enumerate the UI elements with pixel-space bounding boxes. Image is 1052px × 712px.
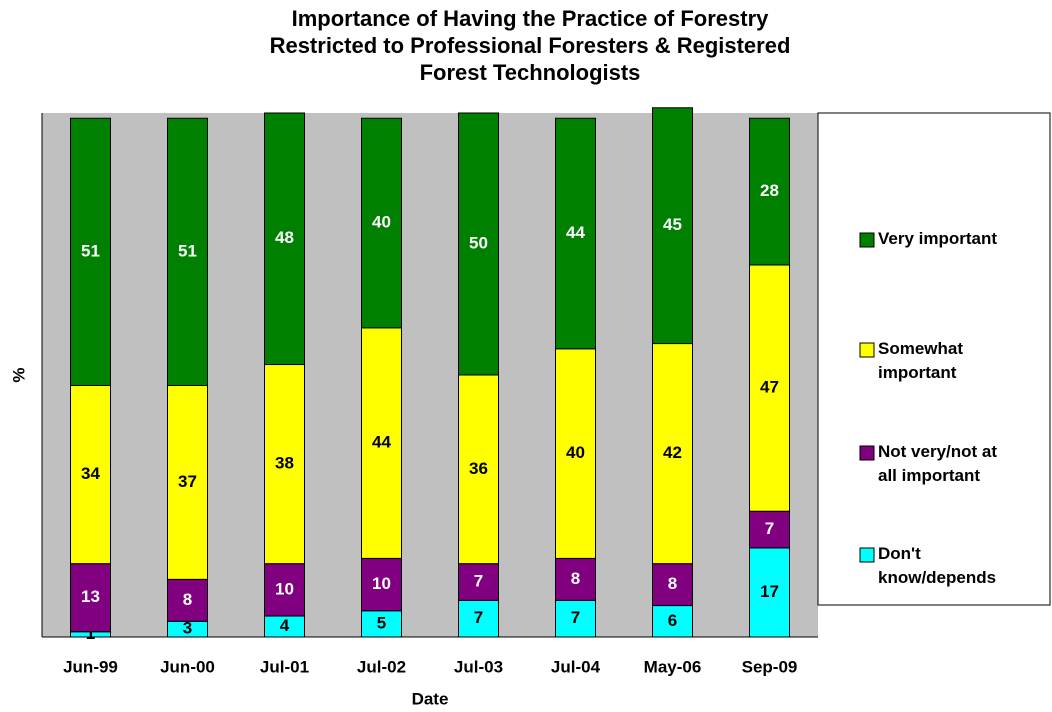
bar-segment bbox=[70, 117, 111, 386]
bar-segment bbox=[361, 610, 402, 638]
data-label: 34 bbox=[81, 464, 100, 483]
bar-segment bbox=[652, 107, 693, 345]
legend bbox=[817, 112, 1051, 606]
chart-title: Importance of Having the Practice of For… bbox=[270, 6, 791, 85]
bar-segment bbox=[458, 599, 499, 638]
legend-swatch bbox=[859, 445, 875, 461]
bar-segment bbox=[361, 327, 402, 559]
data-label: 47 bbox=[760, 378, 779, 397]
data-label: 10 bbox=[372, 574, 391, 593]
data-label: 40 bbox=[372, 213, 391, 232]
bar-segment bbox=[264, 112, 305, 366]
bar-segment bbox=[749, 510, 790, 549]
bar-segment bbox=[70, 563, 111, 633]
data-label: 51 bbox=[81, 241, 100, 260]
data-label: 42 bbox=[663, 443, 682, 462]
data-label: 44 bbox=[372, 433, 391, 452]
x-axis-label: Date bbox=[412, 689, 449, 708]
bar-segment bbox=[264, 364, 305, 565]
data-label: 3 bbox=[183, 619, 192, 638]
x-tick-label: Sep-09 bbox=[742, 657, 798, 676]
data-label: 10 bbox=[275, 579, 294, 598]
data-label: 7 bbox=[474, 571, 483, 590]
bar-segment bbox=[167, 384, 208, 580]
x-tick-label: May-06 bbox=[644, 657, 702, 676]
data-label: 36 bbox=[469, 459, 488, 478]
data-label: 28 bbox=[760, 181, 779, 200]
data-label: 44 bbox=[566, 223, 585, 242]
x-tick-label: Jul-04 bbox=[551, 657, 601, 676]
bar-segment bbox=[167, 578, 208, 622]
data-label: 37 bbox=[178, 472, 197, 491]
bar-segment bbox=[749, 117, 790, 266]
data-label: 51 bbox=[178, 241, 197, 260]
x-tick-label: Jul-01 bbox=[260, 657, 309, 676]
data-label: 40 bbox=[566, 443, 585, 462]
data-label: 45 bbox=[663, 215, 682, 234]
x-tick-label: Jul-02 bbox=[357, 657, 406, 676]
data-label: 1 bbox=[86, 624, 95, 643]
bar-segment bbox=[361, 117, 402, 329]
legend-swatch bbox=[859, 232, 875, 248]
bar-segment bbox=[555, 348, 596, 559]
data-label: 38 bbox=[275, 454, 294, 473]
x-tick-label: Jun-99 bbox=[63, 657, 118, 676]
data-label: 13 bbox=[81, 587, 100, 606]
y-axis-label: % bbox=[9, 367, 28, 382]
data-label: 7 bbox=[474, 608, 483, 627]
legend-label: Somewhat important bbox=[878, 339, 963, 382]
data-label: 7 bbox=[765, 519, 774, 538]
bar-segment bbox=[458, 563, 499, 601]
legend-swatch bbox=[859, 342, 875, 358]
data-label: 8 bbox=[183, 590, 192, 609]
data-label: 7 bbox=[571, 608, 580, 627]
bar-segment bbox=[167, 117, 208, 386]
bar-segment bbox=[264, 563, 305, 617]
data-label: 4 bbox=[280, 616, 290, 635]
data-label: 6 bbox=[668, 611, 677, 630]
bar-segment bbox=[749, 264, 790, 512]
bar-segment bbox=[652, 605, 693, 638]
bar-segment bbox=[458, 374, 499, 565]
data-label: 17 bbox=[760, 582, 779, 601]
bar-segment bbox=[555, 117, 596, 350]
x-tick-label: Jun-00 bbox=[160, 657, 215, 676]
x-tick-label: Jul-03 bbox=[454, 657, 503, 676]
data-label: 5 bbox=[377, 613, 386, 632]
data-label: 48 bbox=[275, 228, 294, 247]
bar-segment bbox=[555, 599, 596, 638]
legend-label: Not very/not at all important bbox=[878, 442, 997, 485]
data-label: 8 bbox=[571, 569, 580, 588]
legend-label: Don't know/depends bbox=[878, 544, 996, 587]
bar-segment bbox=[652, 343, 693, 565]
data-label: 50 bbox=[469, 233, 488, 252]
bar-segment bbox=[458, 112, 499, 376]
legend-swatch bbox=[859, 547, 875, 563]
plot-area bbox=[42, 113, 818, 637]
bar-segment bbox=[70, 384, 111, 565]
data-label: 8 bbox=[668, 574, 677, 593]
legend-label: Very important bbox=[878, 229, 997, 248]
